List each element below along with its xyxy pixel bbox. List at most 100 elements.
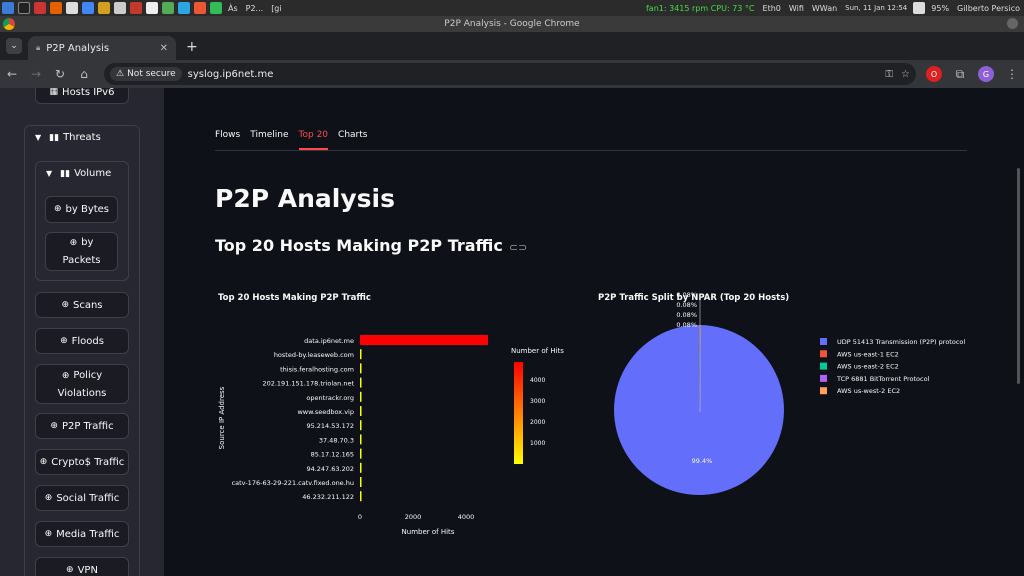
section-heading: Top 20 Hosts Making P2P Traffic ⊂⊃: [215, 236, 527, 255]
legend-label: AWS us-west-2 EC2: [837, 387, 900, 395]
social-traffic-button[interactable]: ⊕ Social Traffic: [35, 485, 129, 511]
globe-icon: ⊕: [60, 335, 68, 346]
menu-icon[interactable]: [2, 2, 14, 14]
pie-slice: [613, 325, 784, 495]
terminal-icon[interactable]: [18, 2, 30, 14]
y-tick-label: 46.232.211.122: [302, 493, 354, 501]
link-icon[interactable]: ⊂⊃: [508, 241, 528, 254]
volume-header[interactable]: ▼ ▮▮ Volume: [46, 168, 112, 179]
forward-icon[interactable]: →: [30, 67, 42, 81]
y-tick-label: 202.191.151.178.triolan.net: [262, 380, 354, 388]
bar: [360, 377, 362, 388]
by-bytes-button[interactable]: ⊕ by Bytes: [45, 196, 118, 223]
taskbar-window[interactable]: Às: [228, 3, 238, 13]
y-tick-label: www.seedbox.vip: [297, 408, 354, 416]
tab-divider: [215, 150, 967, 151]
os-taskbar: Às P2... [gi fan1: 3415 rpm CPU: 73 °C E…: [0, 0, 1024, 16]
chrome-icon[interactable]: [66, 2, 78, 14]
y-axis-label: Source IP Address: [218, 386, 226, 449]
chart-bar-icon: ▮▮: [60, 168, 71, 179]
tab-title: P2P Analysis: [46, 42, 110, 54]
taskbar-window[interactable]: [gi: [271, 3, 282, 13]
url-text[interactable]: syslog.ip6net.me: [187, 68, 274, 80]
app-icon[interactable]: [162, 2, 174, 14]
hosts-ipv6-button[interactable]: ▦ Hosts IPv6: [35, 88, 129, 104]
bar: [360, 335, 488, 345]
sidebar: ▦ Hosts IPv6 ▼ ▮▮ Threats ▼ ▮▮ Volume ⊕ by…: [0, 88, 164, 576]
app-icon[interactable]: [194, 2, 206, 14]
app-icon[interactable]: [34, 2, 46, 14]
key-icon[interactable]: ⚿: [885, 68, 894, 80]
back-icon[interactable]: ←: [6, 67, 18, 81]
extensions-puzzle-icon[interactable]: ⧉: [955, 66, 965, 81]
clock[interactable]: Sun, 11 Jan 12:54: [845, 4, 908, 12]
close-icon[interactable]: ✕: [159, 42, 168, 54]
globe-icon: ⊕: [66, 564, 74, 575]
scrollbar[interactable]: [1017, 168, 1020, 384]
not-secure-label: Not secure: [127, 69, 176, 79]
tab-flows[interactable]: Flows: [215, 130, 241, 140]
lock-icon: 🔒︎: [36, 43, 41, 52]
x-tick-label: 4000: [458, 513, 475, 521]
app-icon[interactable]: [146, 2, 158, 14]
reload-icon[interactable]: ↻: [54, 67, 66, 81]
chrome-icon[interactable]: [913, 2, 926, 14]
taskbar-window[interactable]: P2...: [245, 3, 264, 13]
new-tab-button[interactable]: +: [186, 39, 198, 55]
opera-extension-icon[interactable]: O: [926, 66, 942, 82]
tab-top-20[interactable]: Top 20: [298, 130, 329, 150]
p2p-traffic-button[interactable]: ⊕ P2P Traffic: [35, 413, 129, 439]
y-tick-label: opentrackr.org: [306, 394, 354, 402]
pie-label: 0.08%: [676, 321, 697, 329]
not-secure-badge[interactable]: ⚠ Not secure: [110, 67, 182, 81]
vpn-button[interactable]: ⊕ VPN: [35, 557, 129, 576]
battery-indicator: 95%: [931, 3, 950, 13]
browser-tab-bar: ⌄ 🔒︎ P2P Analysis ✕ +: [0, 32, 1024, 60]
folder-icon[interactable]: [98, 2, 110, 14]
app-icon[interactable]: [130, 2, 142, 14]
pie-label: 0.08%: [676, 301, 697, 309]
bookmark-star-icon[interactable]: ☆: [901, 68, 910, 80]
globe-icon: ⊕: [61, 299, 69, 310]
window-title: P2P Analysis - Google Chrome: [444, 19, 580, 29]
bar: [360, 406, 362, 416]
media-traffic-button[interactable]: ⊕ Media Traffic: [35, 521, 129, 547]
globe-icon: ⊕: [53, 204, 62, 214]
profile-avatar[interactable]: G: [978, 66, 994, 82]
app-icon[interactable]: [114, 2, 126, 14]
globe-icon: ⊕: [69, 238, 78, 248]
scans-button[interactable]: ⊕ Scans: [35, 292, 129, 318]
tab-timeline[interactable]: Timeline: [250, 130, 289, 140]
bar-chart-title: Top 20 Hosts Making P2P Traffic: [218, 293, 371, 303]
legend-label: AWS us-east-1 EC2: [837, 350, 899, 358]
telegram-icon[interactable]: [178, 2, 190, 14]
globe-icon: ⊕: [61, 370, 70, 381]
omnibox[interactable]: ⚠ Not secure syslog.ip6net.me ⚿ ☆: [104, 63, 916, 85]
close-window-button[interactable]: [1007, 18, 1018, 29]
more-menu-icon[interactable]: ⋮: [1006, 67, 1018, 81]
policy-violations-button[interactable]: ⊕ Policy Violations: [35, 364, 129, 404]
chart-bar-icon: ▮▮: [49, 132, 60, 143]
home-icon[interactable]: ⌂: [80, 67, 88, 81]
pie-label: 0.08%: [676, 311, 697, 319]
app-icon[interactable]: [210, 2, 222, 14]
pie-label: 99.4%: [692, 457, 713, 465]
tab-charts[interactable]: Charts: [338, 130, 368, 140]
browser-tab[interactable]: 🔒︎ P2P Analysis ✕: [28, 36, 176, 60]
section-heading-text: Top 20 Hosts Making P2P Traffic: [215, 236, 503, 255]
colorbar-tick: 1000: [530, 440, 545, 447]
y-tick-label: thisis.feralhosting.com: [280, 365, 354, 373]
chrome-icon: [3, 18, 15, 30]
threats-expander: [24, 125, 140, 576]
colorbar-tick: 3000: [530, 398, 545, 405]
threats-header[interactable]: ▼ ▮▮ Threats: [35, 132, 101, 143]
tab-search-button[interactable]: ⌄: [6, 38, 22, 54]
floods-button[interactable]: ⊕ Floods: [35, 328, 129, 354]
app-icon[interactable]: [82, 2, 94, 14]
user-name[interactable]: Gilberto Persico: [957, 3, 1020, 13]
firefox-icon[interactable]: [50, 2, 62, 14]
crypto-traffic-button[interactable]: ⊕ Crypto$ Traffic: [35, 449, 129, 475]
by-packets-button[interactable]: ⊕ by Packets: [45, 232, 118, 271]
bar: [360, 391, 362, 402]
